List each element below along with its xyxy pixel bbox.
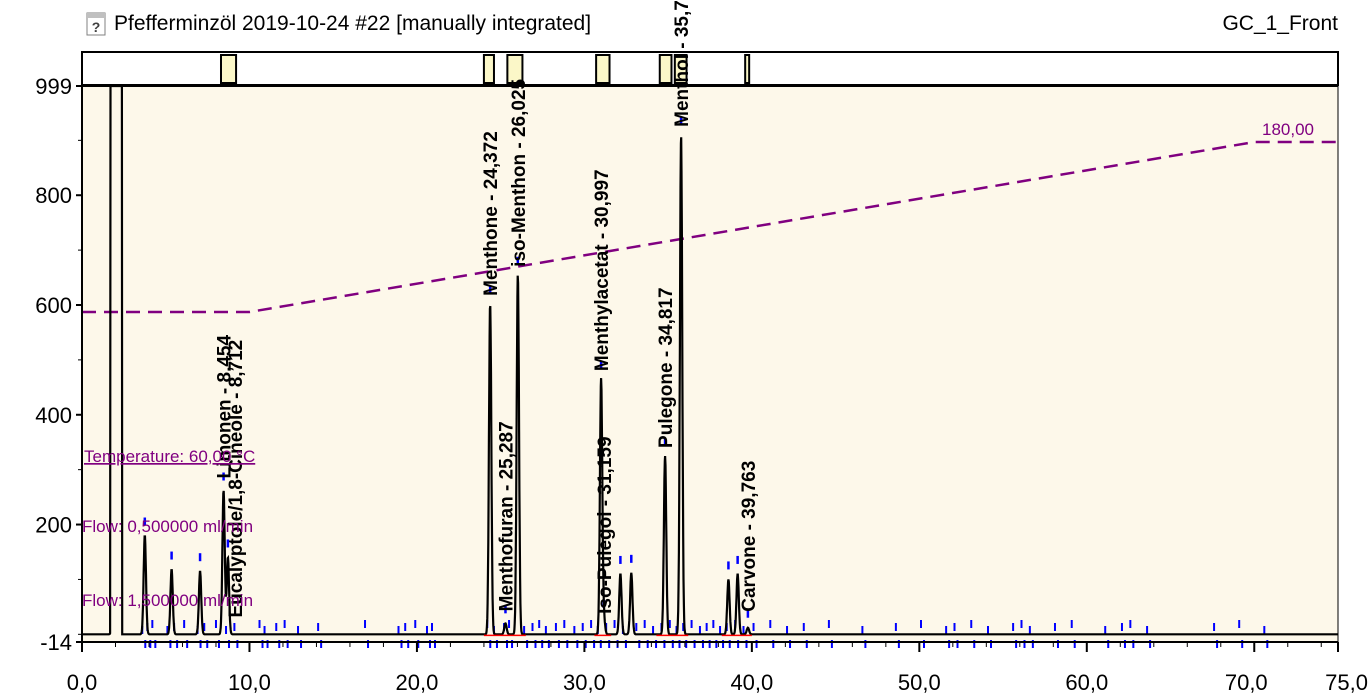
integration-window <box>658 54 673 84</box>
method-annotations: Temperature: 60,00 °C 180,00 Flow: 0,50000… <box>82 120 1314 610</box>
integration-window <box>744 54 751 84</box>
integration-window <box>673 54 688 84</box>
x-tick-label: 10,0 <box>228 670 271 695</box>
y-tick-label: 600 <box>35 293 72 318</box>
y-tick-label: 999 <box>35 74 72 99</box>
detector-name: GC_1_Front <box>1222 12 1338 35</box>
x-tick-label: 30,0 <box>563 670 606 695</box>
peak-label: Menthofuran - 25,287 <box>496 421 517 611</box>
integration-window <box>595 54 611 84</box>
trace-line <box>82 84 1338 636</box>
y-tick-label: 200 <box>35 513 72 538</box>
y-axis-ticks: -14 200 400 600 800 999 <box>35 74 82 655</box>
x-tick-label: 60,0 <box>1065 670 1108 695</box>
axes <box>81 52 1339 646</box>
temperature-end-label: 180,00 <box>1262 120 1314 139</box>
temperature-start-label: Temperature: 60,00 °C <box>84 447 255 466</box>
integration-window <box>482 54 495 84</box>
integration-window-strip <box>81 51 1339 86</box>
svg-text:?: ? <box>92 19 101 35</box>
help-document-icon: ? <box>86 12 106 36</box>
chromatogram-trace <box>82 84 1338 637</box>
flow-label: Flow: 0,500000 ml/min <box>82 517 253 536</box>
plot-area <box>82 86 1338 642</box>
peak-label: Eucalyptole/1,8-Cineole - 8,712 <box>226 340 247 618</box>
x-tick-label: 0,0 <box>67 670 98 695</box>
peak-label: Pulegone - 34,817 <box>656 287 677 448</box>
peak-label: Carvone - 39,763 <box>739 461 760 612</box>
y-tick-label: 400 <box>35 403 72 428</box>
x-tick-label: 40,0 <box>730 670 773 695</box>
y-tick-label: -14 <box>40 630 72 655</box>
flow-label: Flow: 1,500000 ml/min <box>82 591 253 610</box>
integration-window <box>219 54 238 84</box>
x-tick-label: 20,0 <box>396 670 439 695</box>
chart-title: Pfefferminzöl 2019-10-24 #22 [manually i… <box>114 12 591 35</box>
integration-window <box>506 54 524 84</box>
x-tick-label: 50,0 <box>898 670 941 695</box>
x-tick-label: 75,0 <box>1325 670 1368 695</box>
peak-label: Menthol - 35,773 <box>672 0 693 127</box>
peak-label: iso-Menthon - 26,025 <box>509 78 530 266</box>
peak-label: Menthylacetat - 30,997 <box>592 169 613 371</box>
x-axis-ticks: 0,0 10,0 20,0 30,0 40,0 50,0 60,0 70,0 75,0 <box>67 642 1368 695</box>
peak-label: Menthone - 24,372 <box>481 131 502 296</box>
x-tick-label: 70,0 <box>1225 670 1268 695</box>
integration-windows <box>219 54 751 84</box>
peak-label: Iso-Pulegol - 31,159 <box>595 436 616 613</box>
peak-label: Limonen - 8,454 <box>215 334 236 478</box>
y-tick-label: 800 <box>35 183 72 208</box>
